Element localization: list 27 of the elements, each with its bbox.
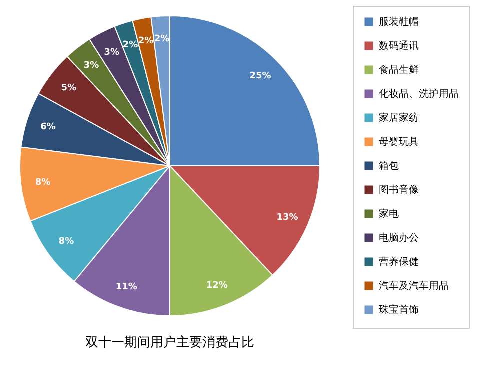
data-label: 3%: [104, 48, 120, 58]
legend-label: 家居家纺: [379, 112, 419, 124]
legend-label: 珠宝首饰: [379, 304, 419, 316]
legend-label: 家电: [379, 208, 399, 220]
legend-label: 汽车及汽车用品: [379, 280, 449, 292]
data-label: 11%: [116, 282, 138, 292]
data-label: 2%: [122, 40, 138, 50]
legend-label: 图书音像: [379, 184, 419, 196]
data-label: 2%: [154, 34, 170, 44]
legend-label: 化妆品、洗护用品: [379, 88, 459, 100]
data-label: 8%: [58, 237, 74, 248]
legend-label: 电脑办公: [379, 232, 419, 244]
data-label: 3%: [84, 60, 100, 71]
data-label: 6%: [40, 122, 56, 132]
legend-label: 箱包: [379, 160, 399, 172]
legend-label: 服装鞋帽: [379, 16, 419, 28]
legend-label: 数码通讯: [379, 40, 419, 52]
data-label: 12%: [206, 281, 228, 292]
data-label: 2%: [138, 36, 154, 46]
legend-label: 营养保健: [379, 256, 419, 268]
data-label: 5%: [61, 84, 76, 94]
legend-label: 母婴玩具: [379, 136, 419, 148]
data-label: 25%: [250, 71, 272, 82]
legend-label: 食品生鲜: [379, 64, 419, 76]
text: 双十一期间用户主要消费占比: [86, 334, 254, 350]
data-label: 13%: [276, 212, 298, 223]
data-label: 8%: [35, 178, 51, 188]
